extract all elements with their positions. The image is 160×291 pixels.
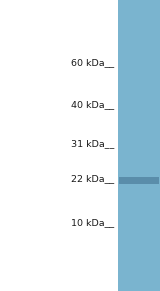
Bar [0, 0, 118, 291]
Text: 10 kDa__: 10 kDa__ [72, 218, 115, 227]
Bar [118, 0, 160, 291]
Bar [119, 177, 159, 184]
Text: 22 kDa__: 22 kDa__ [72, 175, 115, 183]
Text: 60 kDa__: 60 kDa__ [72, 58, 115, 67]
Text: 40 kDa__: 40 kDa__ [72, 100, 115, 109]
Text: 31 kDa__: 31 kDa__ [71, 140, 115, 148]
